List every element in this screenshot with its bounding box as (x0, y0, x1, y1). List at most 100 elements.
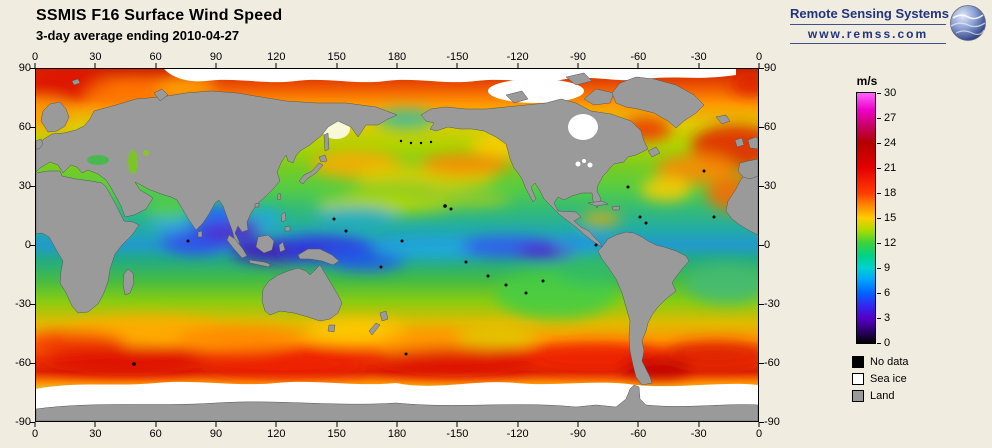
page-subtitle: 3-day average ending 2010-04-27 (36, 28, 240, 43)
colorbar-unit-label: m/s (856, 74, 878, 88)
lon-bottom-label: 0 (31, 428, 39, 440)
lon-top-tick (758, 63, 760, 68)
lon-bottom-label: -30 (690, 428, 707, 440)
brand-name: Remote Sensing Systems (790, 6, 949, 21)
lat-left-label: 60 (18, 121, 31, 133)
lon-top-tick (577, 63, 579, 68)
wind-field-layer (36, 69, 758, 379)
colorbar-tick-label: 12 (884, 237, 897, 249)
lon-bottom-tick (215, 422, 217, 427)
lat-left-label: -60 (15, 356, 31, 369)
lon-bottom-tick (94, 422, 96, 427)
lon-bottom-tick (758, 422, 760, 427)
lon-bottom-label: 150 (327, 428, 346, 440)
land-layer (36, 72, 758, 386)
lon-bottom-label: 60 (149, 428, 162, 440)
longitude-ticks-top (34, 63, 760, 68)
antarctica-land (36, 384, 758, 421)
legend-item: Sea ice (852, 373, 909, 385)
lat-left-tick (30, 185, 35, 187)
latitude-axis-right: 90 60 30 0 -30 -60 -90 (764, 62, 790, 428)
lat-left-tick (30, 422, 35, 423)
lon-bottom-tick (698, 422, 700, 427)
lon-bottom-tick (517, 422, 519, 427)
lon-bottom-tick (577, 422, 579, 427)
lon-top-label: 0 (755, 51, 763, 63)
lon-bottom-tick (275, 422, 277, 427)
colorbar (856, 92, 876, 344)
branding: Remote Sensing Systems www.remss.com (790, 6, 949, 44)
colorbar-tick-label: 30 (884, 87, 897, 99)
latitude-axis-left: 90 60 30 0 -30 -60 -90 (5, 62, 31, 428)
lat-right-tick (759, 304, 764, 305)
colorbar-tick (877, 343, 881, 344)
lon-top-label: 120 (267, 51, 286, 63)
lat-right-tick (759, 422, 764, 423)
colorbar-tick (877, 268, 881, 269)
lon-top-label: 30 (89, 51, 102, 63)
lon-top-label: -30 (690, 51, 707, 63)
lon-top-label: 90 (209, 51, 223, 63)
no-data-dots-layer (132, 139, 716, 366)
latitude-ticks-right (759, 68, 764, 423)
lat-left-label: 0 (24, 239, 31, 251)
lat-right-label: -60 (764, 356, 780, 369)
lat-right-label: 30 (764, 179, 777, 192)
lon-bottom-tick (336, 422, 338, 427)
brand-divider-top (790, 24, 946, 25)
colorbar-gradient (857, 93, 875, 343)
colorbar-tick-label: 21 (884, 162, 897, 174)
colorbar-tick-label: 3 (884, 312, 891, 324)
lat-right-label: 0 (764, 239, 771, 251)
lon-bottom-label: -90 (570, 428, 586, 440)
colorbar-tick (877, 168, 881, 169)
colorbar-tick-label: 9 (884, 262, 891, 274)
colorbar-tick (877, 218, 881, 219)
lon-bottom-label: 180 (387, 428, 407, 440)
lon-bottom-tick (34, 422, 36, 427)
brand-divider-bottom (790, 43, 946, 44)
colorbar-tick (877, 93, 881, 94)
lon-bottom-label: 120 (267, 428, 286, 440)
lat-left-tick (30, 245, 35, 246)
colorbar-tick-label: 27 (884, 112, 897, 124)
legend-chip-sea-ice (852, 373, 864, 385)
lon-top-tick (155, 63, 157, 68)
lon-top-label: -120 (506, 51, 529, 63)
longitude-ticks-bottom (34, 422, 760, 427)
lon-top-label: 180 (387, 51, 407, 63)
page-title: SSMIS F16 Surface Wind Speed (36, 7, 283, 24)
colorbar-tick-label: 0 (884, 337, 891, 349)
lat-left-tick (30, 68, 35, 69)
legend-chip-no-data (852, 356, 864, 368)
colorbar-ticks (877, 93, 881, 344)
lon-top-tick (94, 63, 96, 68)
colorbar-tick (877, 118, 881, 119)
lon-top-tick (698, 63, 700, 68)
lat-right-tick (759, 68, 764, 69)
lon-top-tick (517, 63, 519, 68)
lon-bottom-tick (637, 422, 639, 427)
lon-top-tick (34, 63, 36, 68)
inland-water-layer (87, 114, 598, 174)
lat-right-label: -30 (764, 298, 780, 310)
legend-label: No data (870, 356, 909, 368)
colorbar-labels: 30 27 24 21 18 15 12 9 6 3 0 (884, 87, 910, 349)
latitude-ticks-left (30, 68, 35, 423)
lat-right-label: 90 (764, 62, 777, 74)
lat-right-tick (759, 127, 764, 128)
lon-bottom-tick (155, 422, 157, 427)
globe-logo-icon (948, 3, 988, 43)
colorbar-tick (877, 243, 881, 244)
lat-left-label: -90 (15, 416, 31, 428)
legend: No data Sea ice Land (852, 356, 909, 407)
legend-label: Land (870, 390, 895, 402)
longitude-axis-top: 0 30 60 90 120 150 180 -150 -120 -90 -60 -30 0 (32, 51, 763, 63)
lon-top-tick (396, 63, 398, 68)
lat-right-tick (759, 185, 764, 187)
lon-bottom-tick (396, 422, 398, 427)
lon-bottom-label: -120 (506, 428, 529, 440)
lat-left-label: 90 (18, 62, 31, 74)
lon-bottom-label: -60 (630, 428, 647, 440)
